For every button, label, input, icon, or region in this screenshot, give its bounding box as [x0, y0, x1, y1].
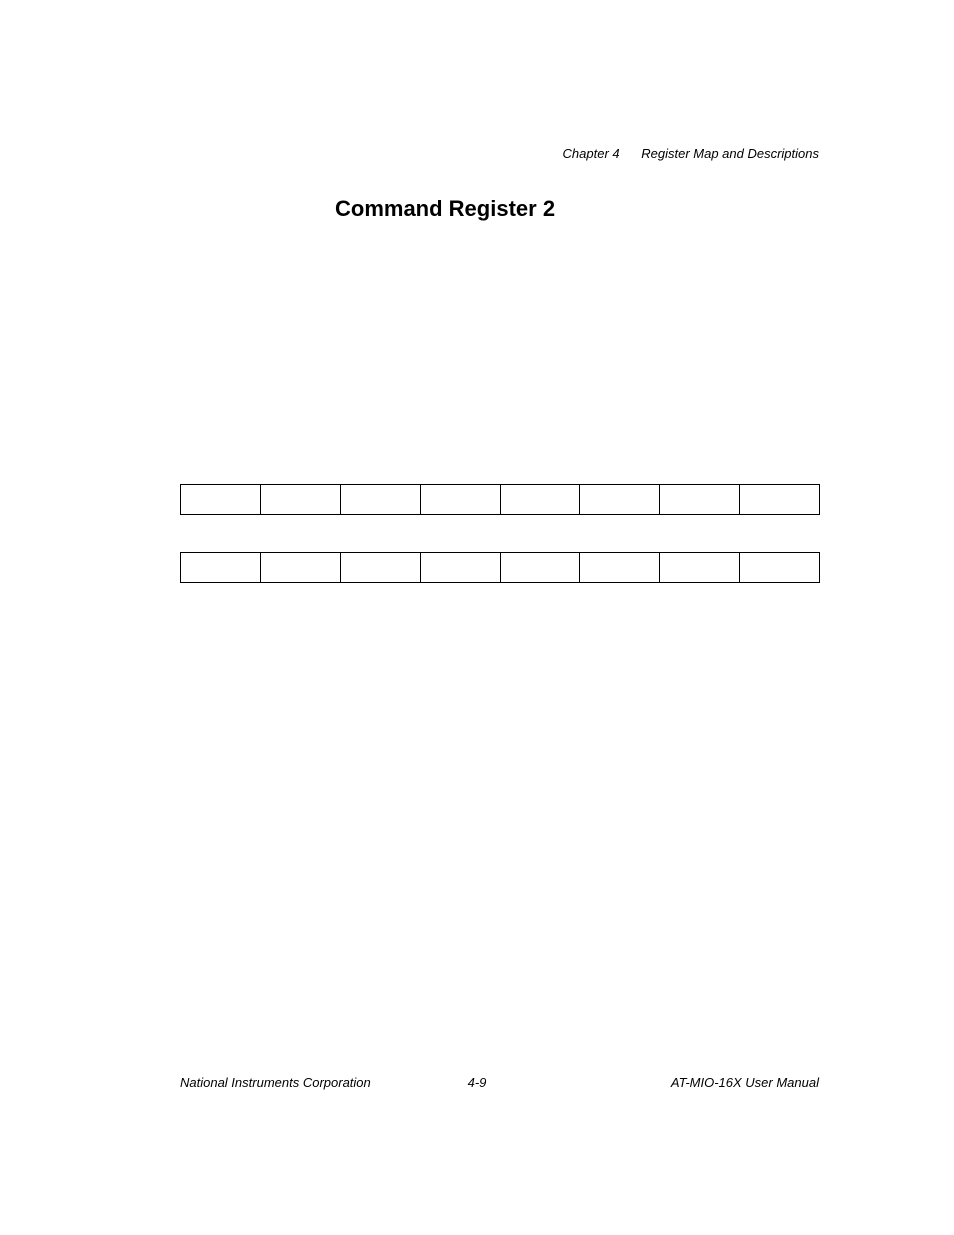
- chapter-title: Register Map and Descriptions: [641, 146, 819, 161]
- chapter-label: Chapter 4: [563, 146, 620, 161]
- bit-cell: [580, 485, 660, 515]
- bit-table-low: [180, 552, 820, 583]
- bit-cell: [181, 553, 261, 583]
- section-title: Command Register 2: [335, 196, 555, 222]
- bit-table-high: [180, 484, 820, 515]
- bit-cell: [500, 485, 580, 515]
- bit-cell: [660, 553, 740, 583]
- bit-cell: [340, 553, 420, 583]
- bit-cell: [181, 485, 261, 515]
- page: Chapter 4 Register Map and Descriptions …: [0, 0, 954, 1235]
- table-row: [181, 485, 820, 515]
- bit-cell: [260, 553, 340, 583]
- bit-cell: [740, 485, 820, 515]
- table-row: [181, 553, 820, 583]
- bit-cell: [580, 553, 660, 583]
- bit-cell: [740, 553, 820, 583]
- bit-cell: [420, 553, 500, 583]
- bit-cell: [340, 485, 420, 515]
- running-header: Chapter 4 Register Map and Descriptions: [563, 146, 819, 161]
- bit-cell: [420, 485, 500, 515]
- footer-right: AT-MIO-16X User Manual: [671, 1075, 819, 1090]
- bit-cell: [660, 485, 740, 515]
- bit-cell: [260, 485, 340, 515]
- bit-cell: [500, 553, 580, 583]
